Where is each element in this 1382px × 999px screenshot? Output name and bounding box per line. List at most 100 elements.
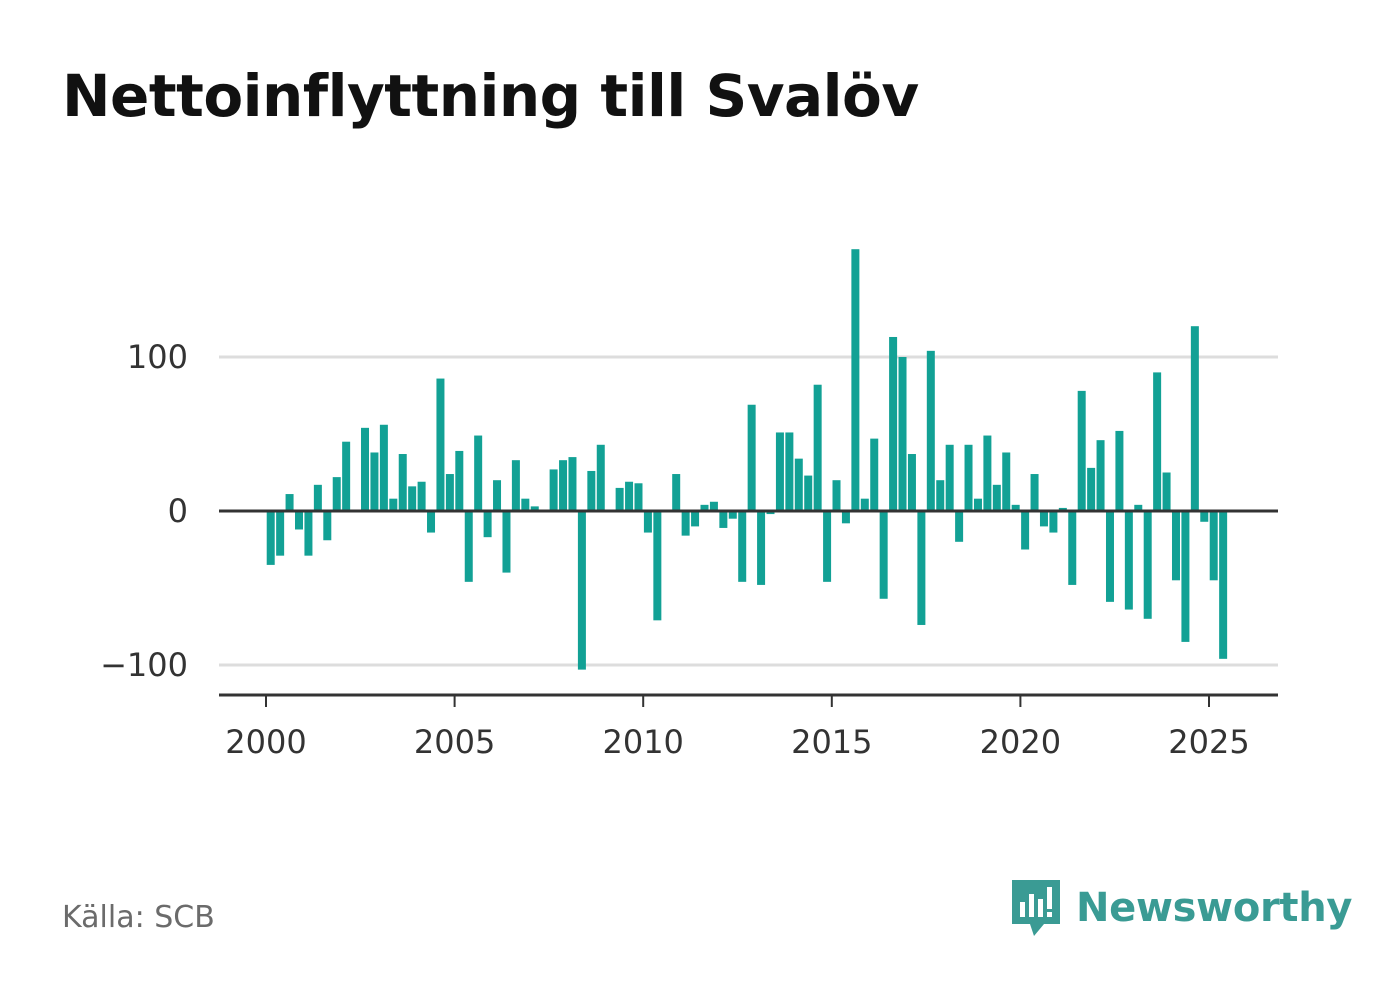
bar <box>775 432 784 511</box>
bar <box>464 511 473 582</box>
bar <box>370 452 379 511</box>
bar <box>898 357 907 511</box>
bar <box>266 511 275 565</box>
bar <box>389 498 398 511</box>
bar <box>304 511 313 556</box>
bar <box>681 511 690 536</box>
source-note: Källa: SCB <box>62 900 215 935</box>
bar <box>973 498 982 511</box>
bar <box>1002 452 1011 511</box>
bar <box>1030 474 1039 511</box>
bar <box>794 458 803 511</box>
bar <box>455 450 464 511</box>
bar <box>285 494 294 511</box>
brand-name: Newsworthy <box>1076 885 1353 931</box>
x-tick-label: 2020 <box>980 723 1061 761</box>
bar <box>1058 507 1067 511</box>
bar <box>672 474 681 511</box>
bar <box>445 474 454 511</box>
bar <box>889 336 898 511</box>
bar <box>738 511 747 582</box>
bar <box>1181 511 1190 642</box>
bar <box>832 480 841 511</box>
bars <box>266 249 1228 670</box>
bar <box>483 511 492 538</box>
bar <box>1105 511 1114 602</box>
bar <box>502 511 511 573</box>
bar <box>1068 511 1077 585</box>
bar <box>596 444 605 511</box>
bar <box>813 384 822 511</box>
bar <box>955 511 964 542</box>
bar <box>653 511 662 621</box>
bar <box>332 477 341 511</box>
bar <box>408 486 417 511</box>
x-tick-label: 2000 <box>225 723 306 761</box>
bar <box>804 475 813 511</box>
bar <box>964 444 973 511</box>
bar <box>841 511 850 524</box>
bar <box>700 504 709 511</box>
bar <box>1039 511 1048 527</box>
bar <box>1021 511 1030 550</box>
x-axis: 2000 2005 2010 2015 2020 2025 <box>219 693 1278 761</box>
bar <box>1087 467 1096 511</box>
bar <box>709 501 718 511</box>
bar <box>276 511 285 556</box>
bar <box>945 444 954 511</box>
bar <box>427 511 436 533</box>
bar <box>992 484 1001 511</box>
bar <box>379 424 388 511</box>
bar <box>823 511 832 582</box>
x-tick-label: 2005 <box>414 723 495 761</box>
newsworthy-logo-icon <box>1012 880 1060 936</box>
y-axis: 100 0 −100 <box>100 338 188 684</box>
bar <box>398 454 407 511</box>
bar <box>1162 472 1171 511</box>
bar <box>1124 511 1133 610</box>
bar <box>342 441 351 511</box>
bar <box>436 378 445 511</box>
x-tick-label: 2025 <box>1168 723 1249 761</box>
bar <box>530 506 539 511</box>
bar <box>634 483 643 511</box>
bar <box>917 511 926 625</box>
bar <box>295 511 303 530</box>
bar <box>691 511 700 527</box>
bar <box>1143 511 1152 619</box>
bar <box>757 511 766 585</box>
bar <box>568 457 577 511</box>
bar <box>643 511 652 533</box>
bar <box>870 438 879 511</box>
bar <box>577 511 586 670</box>
bar <box>625 481 634 511</box>
bar <box>747 404 756 511</box>
bar <box>785 432 794 511</box>
bar <box>521 498 530 511</box>
chart-title: Nettoinflyttning till Svalöv <box>62 62 919 130</box>
bar <box>323 511 332 541</box>
bar <box>851 249 860 511</box>
bar <box>1209 511 1218 581</box>
brand[interactable]: Newsworthy <box>1010 878 1353 938</box>
bar <box>493 480 502 511</box>
bar <box>417 481 426 511</box>
x-tick-label: 2015 <box>791 723 872 761</box>
bar <box>587 470 596 511</box>
bar <box>1011 504 1020 511</box>
bar <box>1153 372 1162 511</box>
gridlines <box>219 355 1278 667</box>
bar <box>549 469 558 511</box>
bar <box>926 350 935 511</box>
bar <box>983 435 992 511</box>
bar <box>511 460 520 511</box>
bar <box>1200 511 1209 522</box>
bar <box>766 511 775 515</box>
bar <box>615 487 624 511</box>
bar <box>474 435 483 511</box>
bar <box>936 480 945 511</box>
bar <box>728 511 737 519</box>
bar <box>1077 390 1086 511</box>
bar <box>1171 511 1180 581</box>
